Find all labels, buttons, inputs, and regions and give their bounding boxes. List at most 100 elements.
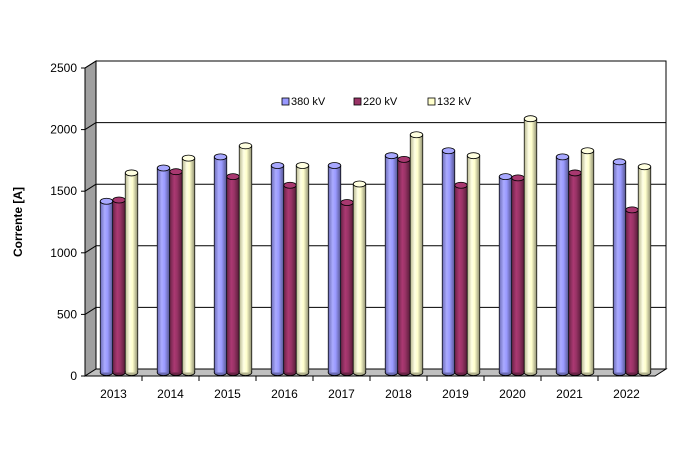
- y-tick-label: 2000: [50, 123, 77, 137]
- bar-220kv-2018: [397, 155, 411, 376]
- bar-380kv-2015: [213, 153, 228, 376]
- bar-top: [637, 163, 652, 171]
- bar-body-fill: [125, 172, 138, 373]
- bar-132kv-2022: [637, 163, 652, 376]
- bar-top: [156, 164, 171, 172]
- bar-top: [568, 169, 582, 177]
- bar-top: [498, 173, 513, 181]
- bar-top: [124, 169, 139, 177]
- bar-top: [511, 174, 525, 182]
- x-tick-label: 2016: [271, 387, 298, 401]
- bar-body-fill: [239, 145, 252, 373]
- bar-top: [238, 142, 253, 150]
- bar-top: [327, 162, 342, 169]
- bar-top: [112, 196, 126, 204]
- bar-body-fill: [455, 185, 467, 373]
- bar-top: [295, 162, 310, 169]
- bar-body-fill: [214, 156, 227, 373]
- bar-body-fill: [328, 165, 341, 373]
- bar-top: [213, 153, 228, 161]
- bar-380kv-2013: [99, 197, 114, 376]
- bar-body-fill: [100, 201, 113, 373]
- bar-top: [523, 115, 538, 123]
- bar-220kv-2020: [511, 174, 525, 376]
- legend-swatch-1: [353, 97, 362, 106]
- bar-220kv-2016: [283, 181, 297, 376]
- bar-top: [466, 152, 481, 160]
- y-tick-label: 1000: [50, 246, 77, 260]
- bar-380kv-2019: [441, 147, 456, 376]
- bar-body-fill: [385, 155, 398, 373]
- bar-body-fill: [271, 165, 284, 373]
- bar-body-fill: [284, 185, 296, 373]
- bar-top: [441, 147, 456, 155]
- bar-body-fill: [170, 171, 182, 373]
- legend-label-0: 380 kV: [291, 96, 326, 108]
- bar-top: [169, 168, 183, 176]
- x-tick-label: 2014: [157, 387, 184, 401]
- bar-top: [454, 181, 468, 189]
- bar-220kv-2021: [568, 169, 582, 376]
- legend-swatch-2: [427, 97, 436, 106]
- bar-380kv-2014: [156, 164, 171, 376]
- bar-body-fill: [581, 150, 594, 373]
- bar-380kv-2021: [555, 153, 570, 376]
- bar-132kv-2014: [181, 154, 196, 376]
- y-tick-label: 1500: [50, 184, 77, 198]
- y-axis-label: Corrente [A]: [11, 187, 25, 257]
- bar-body-fill: [638, 166, 651, 373]
- bar-top: [270, 162, 285, 169]
- bar-body-fill: [442, 150, 455, 373]
- bar-body-fill: [296, 165, 309, 373]
- bar-380kv-2020: [498, 173, 513, 376]
- x-tick-label: 2013: [100, 387, 127, 401]
- y-tick-label: 0: [70, 369, 77, 383]
- bar-body-fill: [182, 158, 195, 373]
- bar-132kv-2020: [523, 115, 538, 376]
- bar-132kv-2021: [580, 147, 595, 376]
- gridline-side: [84, 122, 97, 131]
- bar-top: [580, 147, 595, 155]
- bar-top: [283, 181, 297, 189]
- bar-body-fill: [556, 156, 569, 373]
- bar-380kv-2018: [384, 152, 399, 376]
- bar-top: [340, 199, 354, 206]
- bar-body-fill: [398, 159, 410, 373]
- bar-220kv-2015: [226, 173, 240, 376]
- legend-swatch-0: [281, 97, 290, 106]
- bar-top: [612, 158, 627, 166]
- bar-body-fill: [512, 177, 524, 373]
- x-tick-label: 2020: [499, 387, 526, 401]
- bar-body-fill: [410, 134, 423, 373]
- bar-body-fill: [499, 176, 512, 373]
- gridline-side: [84, 306, 97, 315]
- x-tick-label: 2017: [328, 387, 355, 401]
- bar-220kv-2019: [454, 181, 468, 376]
- bar-body-fill: [467, 155, 480, 373]
- gridline-side: [84, 60, 97, 69]
- bar-220kv-2017: [340, 199, 354, 376]
- gridline-side: [84, 183, 97, 192]
- bar-132kv-2013: [124, 169, 139, 376]
- bar-380kv-2017: [327, 162, 342, 376]
- bar-body-fill: [113, 200, 125, 373]
- bar-220kv-2013: [112, 196, 126, 376]
- legend-label-2: 132 kV: [437, 96, 472, 108]
- bar-220kv-2014: [169, 168, 183, 376]
- x-tick-label: 2019: [442, 387, 469, 401]
- bar-132kv-2015: [238, 142, 253, 376]
- bar-top: [352, 180, 367, 188]
- bar-top: [555, 153, 570, 161]
- bar-body-fill: [613, 161, 626, 373]
- bar-132kv-2016: [295, 162, 310, 376]
- bar-132kv-2019: [466, 152, 481, 376]
- bar-top: [226, 173, 240, 181]
- bar-top: [397, 155, 411, 163]
- bar-body-fill: [524, 118, 537, 373]
- gridline-side: [84, 245, 97, 254]
- x-tick-label: 2021: [556, 387, 583, 401]
- y-tick-label: 2500: [50, 61, 77, 75]
- bar-380kv-2022: [612, 158, 627, 376]
- bar-220kv-2022: [625, 206, 639, 376]
